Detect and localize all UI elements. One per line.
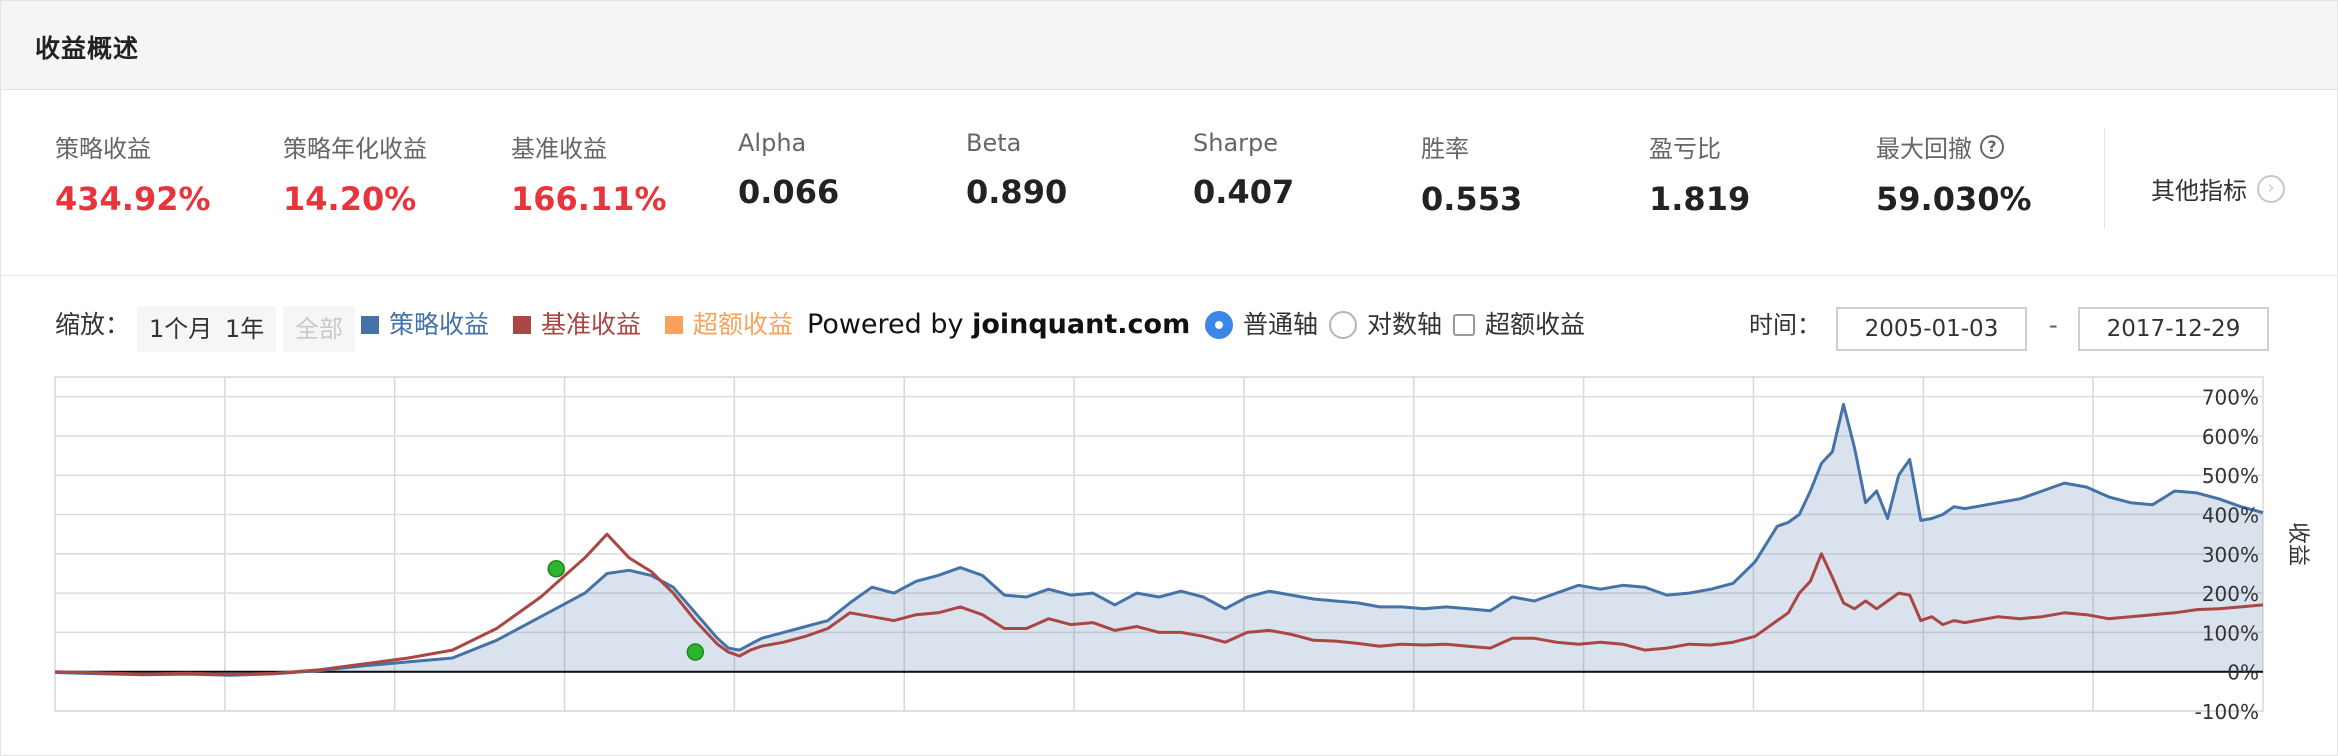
log-axis-radio[interactable]: 对数轴	[1329, 301, 1442, 349]
y-tick-label: 100%	[2202, 621, 2259, 645]
checkbox-icon	[1453, 314, 1475, 336]
chart-area-fill	[55, 404, 2263, 676]
strategy-return-area	[55, 404, 2263, 676]
metric-label: 最大回撤 ?	[1876, 129, 2032, 164]
radio-unchecked-icon	[1329, 311, 1357, 339]
drawdown-marker	[547, 560, 565, 578]
metrics-row: 策略收益 434.92% 策略年化收益 14.20% 基准收益 166.11% …	[1, 89, 2337, 276]
more-metrics-label: 其他指标	[2151, 177, 2247, 205]
question-circle-icon[interactable]: ?	[1980, 134, 2004, 159]
excess-return-checkbox-label: 超额收益	[1485, 310, 1586, 339]
metric-label-text: 最大回撤	[1876, 135, 1972, 163]
normal-axis-label: 普通轴	[1243, 310, 1319, 339]
powered-by-credit: Powered by joinquant.com	[807, 301, 1190, 349]
metric-label: 盈亏比	[1649, 135, 1721, 163]
zoom-1-month-button[interactable]: 1个月	[137, 306, 225, 352]
metric-value: 434.92%	[55, 180, 211, 218]
metric-label: 胜率	[1421, 135, 1469, 163]
y-axis-label: 收益	[2285, 522, 2310, 566]
metric-label: 策略年化收益	[283, 135, 427, 163]
metric-value: 0.407	[1193, 173, 1295, 211]
chart-axis-labels: -100% 0% 100% 200% 300% 400% 500% 600% 700% 收益	[2195, 386, 2310, 721]
legend-label: 基准收益	[541, 310, 642, 339]
chart-toolbar: 缩放： 1个月 1年 全部 策略收益 基准收益 超额收益 Powered by …	[1, 301, 2337, 357]
metric-label: Sharpe	[1193, 129, 1279, 157]
legend-swatch	[665, 316, 683, 334]
panel-title: 收益概述	[35, 34, 140, 63]
metric-label: Alpha	[738, 129, 807, 157]
more-metrics-link[interactable]: 其他指标 ›	[2151, 171, 2285, 206]
legend-excess-return[interactable]: 超额收益	[665, 301, 793, 349]
y-tick-label: 200%	[2202, 582, 2259, 606]
end-date-input[interactable]	[2078, 307, 2269, 351]
metric-strategy-return: 策略收益 434.92%	[55, 129, 211, 218]
legend-strategy-return[interactable]: 策略收益	[361, 301, 489, 349]
metric-win-rate: 胜率 0.553	[1421, 129, 1522, 218]
metric-label: 策略收益	[55, 135, 151, 163]
y-tick-label: 400%	[2202, 504, 2259, 528]
legend-swatch	[513, 316, 531, 334]
zoom-label: 缩放：	[55, 310, 131, 339]
panel-header: 收益概述	[1, 1, 2337, 90]
metric-label: Beta	[966, 129, 1022, 157]
log-axis-label: 对数轴	[1367, 310, 1443, 339]
metric-sharpe: Sharpe 0.407	[1193, 129, 1294, 211]
metric-value: 59.030%	[1876, 180, 2032, 218]
legend-label: 超额收益	[693, 310, 794, 339]
metric-alpha: Alpha 0.066	[738, 129, 839, 211]
chevron-right-circle-icon: ›	[2257, 174, 2285, 203]
metric-value: 0.066	[738, 173, 840, 211]
legend-swatch	[361, 316, 379, 334]
metric-annualized-return: 策略年化收益 14.20%	[283, 129, 427, 218]
legend-label: 策略收益	[389, 310, 490, 339]
powered-prefix: Powered by	[807, 309, 973, 340]
start-date-input[interactable]	[1836, 307, 2027, 351]
y-tick-label: 700%	[2202, 386, 2259, 410]
metric-value: 166.11%	[511, 180, 667, 218]
metric-value: 1.819	[1649, 180, 1751, 218]
y-tick-label: -100%	[2195, 700, 2259, 721]
zoom-all-button[interactable]: 全部	[283, 306, 355, 352]
date-separator: -	[2049, 311, 2058, 339]
metric-value: 0.553	[1421, 180, 1523, 218]
metric-max-drawdown: 最大回撤 ? 59.030%	[1876, 129, 2032, 218]
y-tick-label: 500%	[2202, 464, 2259, 488]
y-tick-label: 600%	[2202, 425, 2259, 449]
y-tick-label: 300%	[2202, 543, 2259, 567]
chart-markers	[547, 560, 705, 661]
returns-chart[interactable]: -100% 0% 100% 200% 300% 400% 500% 600% 700% 收益	[1, 371, 2337, 721]
metric-value: 14.20%	[283, 180, 417, 218]
metrics-divider	[2104, 129, 2105, 229]
benchmark-return-line	[54, 532, 2264, 676]
chart-lines	[54, 403, 2264, 677]
powered-site: joinquant.com	[972, 309, 1191, 340]
zoom-1-year-button[interactable]: 1年	[213, 306, 277, 352]
y-tick-label: 0%	[2227, 661, 2259, 685]
legend-benchmark-return[interactable]: 基准收益	[513, 301, 641, 349]
metric-label: 基准收益	[511, 135, 607, 163]
drawdown-marker	[686, 643, 705, 661]
excess-return-checkbox[interactable]: 超额收益	[1453, 301, 1585, 349]
metric-value: 0.890	[966, 173, 1068, 211]
metric-benchmark-return: 基准收益 166.11%	[511, 129, 667, 218]
time-label: 时间：	[1749, 311, 1821, 339]
metric-beta: Beta 0.890	[966, 129, 1067, 211]
radio-checked-icon	[1205, 311, 1233, 339]
normal-axis-radio[interactable]: 普通轴	[1205, 301, 1318, 349]
metric-profit-loss-ratio: 盈亏比 1.819	[1649, 129, 1750, 218]
strategy-return-line	[54, 403, 2264, 677]
